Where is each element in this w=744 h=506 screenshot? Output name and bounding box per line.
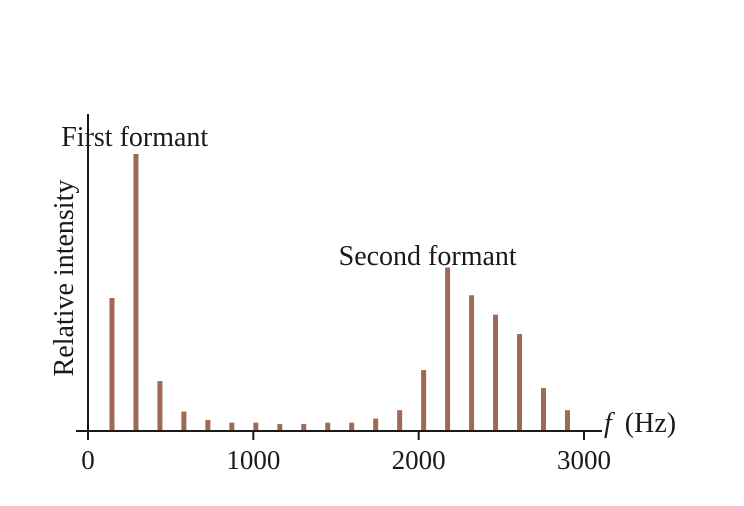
bar <box>445 267 451 431</box>
x-axis-label-variable: f <box>604 408 615 439</box>
bar <box>517 334 523 431</box>
bar <box>397 410 403 431</box>
x-axis-label: f (Hz) <box>604 408 676 439</box>
bar <box>181 411 187 431</box>
bar <box>157 381 163 431</box>
x-tick-label: 3000 <box>557 445 611 475</box>
bar <box>325 422 331 431</box>
bars-group <box>109 154 570 431</box>
bar <box>109 298 115 431</box>
bar <box>277 424 283 431</box>
x-tick-label: 2000 <box>392 445 446 475</box>
x-axis-label-unit: (Hz) <box>625 408 676 439</box>
bar <box>564 410 570 431</box>
bar <box>253 422 259 431</box>
bar <box>373 418 379 431</box>
x-ticks-group: 0 1000 2000 3000 <box>81 431 611 475</box>
y-axis-label: Relative intensity <box>49 180 80 377</box>
bar <box>301 424 307 431</box>
x-tick-label: 0 <box>81 445 95 475</box>
bar <box>469 295 475 431</box>
x-tick-label: 1000 <box>226 445 280 475</box>
bar <box>229 422 235 431</box>
annotation-second-formant: Second formant <box>339 241 517 272</box>
bar <box>421 370 427 431</box>
bar <box>540 388 546 431</box>
bar <box>493 314 499 431</box>
bar <box>349 422 355 431</box>
bar <box>205 419 211 431</box>
bar <box>133 154 139 431</box>
annotation-first-formant: First formant <box>61 122 208 153</box>
